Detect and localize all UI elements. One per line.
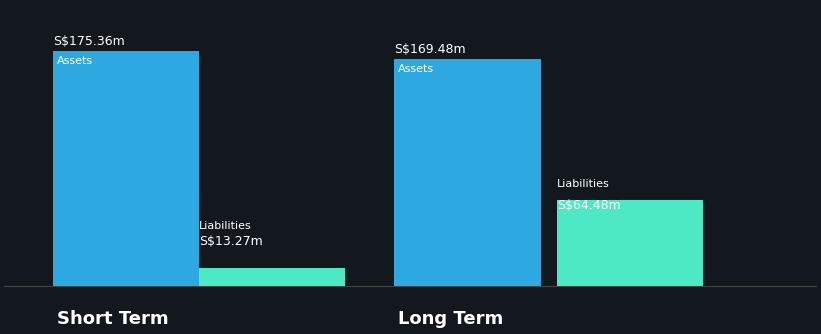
Text: Liabilities: Liabilities [200, 221, 252, 231]
Text: Short Term: Short Term [57, 310, 168, 328]
Text: S$169.48m: S$169.48m [394, 43, 466, 56]
Bar [394, 58, 540, 286]
Text: Long Term: Long Term [398, 310, 503, 328]
Bar [557, 200, 703, 286]
Text: Assets: Assets [398, 64, 434, 74]
Text: S$175.36m: S$175.36m [53, 35, 125, 48]
Bar [53, 51, 200, 286]
Text: Assets: Assets [57, 56, 93, 66]
Text: S$64.48m: S$64.48m [557, 199, 621, 212]
Bar [200, 269, 346, 286]
Text: S$13.27m: S$13.27m [200, 235, 263, 248]
Text: Liabilities: Liabilities [557, 179, 609, 189]
